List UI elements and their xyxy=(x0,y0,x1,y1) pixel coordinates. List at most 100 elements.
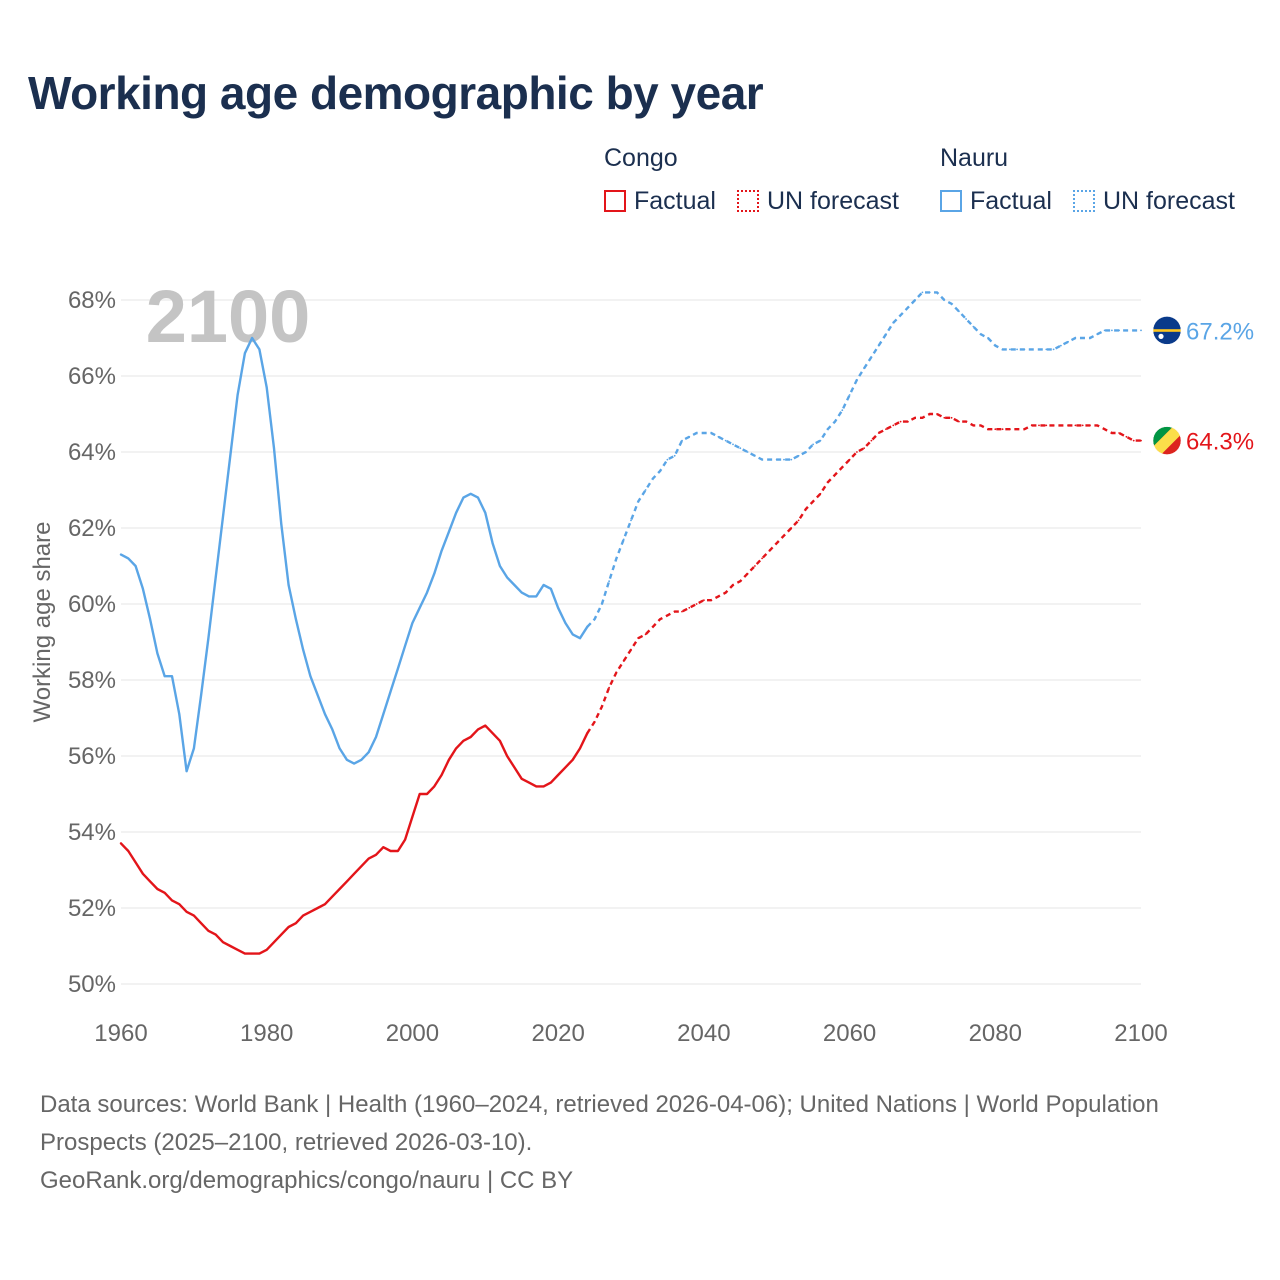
data-point-nauru xyxy=(462,496,465,499)
chart-title: Working age demographic by year xyxy=(28,67,764,119)
data-point-nauru xyxy=(979,333,982,336)
data-point-congo xyxy=(156,888,159,890)
data-point-nauru xyxy=(1089,337,1091,339)
data-point-congo xyxy=(185,910,188,913)
data-point-nauru xyxy=(528,595,530,598)
data-point-congo xyxy=(455,747,457,750)
data-point-congo xyxy=(754,565,756,567)
data-point-congo xyxy=(338,888,341,890)
legend-nauru-forecast[interactable]: UN forecast xyxy=(1073,186,1235,216)
series-line-nauru-factual xyxy=(119,336,589,773)
data-point-nauru xyxy=(397,667,399,670)
data-point-nauru xyxy=(637,500,640,503)
data-point-nauru xyxy=(550,587,552,590)
data-point-nauru xyxy=(411,622,414,624)
data-point-congo xyxy=(462,739,465,742)
data-point-nauru xyxy=(149,618,152,621)
data-point-congo xyxy=(367,857,370,860)
data-point-congo xyxy=(382,846,385,849)
data-point-nauru xyxy=(491,542,494,545)
data-point-nauru xyxy=(805,451,807,453)
data-point-nauru xyxy=(1132,329,1135,332)
flag-ring xyxy=(1152,316,1182,345)
data-point-congo xyxy=(295,922,297,925)
data-point-nauru xyxy=(178,713,181,716)
data-point-nauru xyxy=(826,428,829,431)
data-point-congo xyxy=(477,728,479,731)
data-point-nauru xyxy=(1060,344,1062,347)
data-point-congo xyxy=(1045,424,1048,427)
flag-star xyxy=(1158,333,1164,339)
data-point-congo xyxy=(469,736,472,738)
data-point-nauru xyxy=(1038,348,1040,351)
data-point-nauru xyxy=(761,458,763,461)
data-point-nauru xyxy=(520,591,523,594)
data-point-congo xyxy=(659,618,661,621)
data-point-congo xyxy=(316,907,319,909)
data-point-congo xyxy=(841,466,844,469)
data-point-nauru xyxy=(1074,337,1077,339)
data-point-nauru xyxy=(1125,329,1128,332)
data-point-congo xyxy=(856,451,858,453)
data-point-nauru xyxy=(644,489,647,491)
end-markers: 67.2% 64.3% xyxy=(1152,316,1254,456)
data-point-nauru xyxy=(273,447,275,450)
data-point-congo xyxy=(586,732,589,735)
x-tick-label: 1960 xyxy=(94,1020,147,1047)
flag-ring xyxy=(1152,426,1182,455)
year-watermark: 2100 xyxy=(146,275,311,358)
data-point-congo xyxy=(265,948,268,951)
data-point-congo xyxy=(797,519,800,522)
data-point-congo xyxy=(688,606,691,609)
data-point-congo xyxy=(1001,428,1004,431)
y-tick-label: 64% xyxy=(68,439,116,466)
x-tick-label: 2020 xyxy=(531,1020,584,1047)
data-point-nauru xyxy=(1081,337,1084,339)
credit-line[interactable]: GeoRank.org/demographics/congo/nauru | C… xyxy=(40,1167,574,1194)
data-point-nauru xyxy=(870,356,873,358)
data-point-congo xyxy=(717,595,720,598)
data-point-congo xyxy=(127,850,130,852)
data-point-nauru xyxy=(426,591,428,594)
data-point-nauru xyxy=(593,618,596,621)
data-point-congo xyxy=(812,500,814,503)
data-point-congo xyxy=(346,880,348,883)
y-tick-label: 58% xyxy=(68,667,116,694)
legend-nauru-factual[interactable]: Factual xyxy=(940,186,1052,216)
data-point-congo xyxy=(520,777,523,780)
data-point-congo xyxy=(914,416,916,419)
data-point-nauru xyxy=(236,394,239,396)
data-point-nauru xyxy=(724,439,727,442)
data-point-nauru xyxy=(936,291,938,294)
data-point-congo xyxy=(673,610,676,613)
y-tick-label: 68% xyxy=(68,287,116,314)
data-point-nauru xyxy=(557,606,559,609)
legend-label: UN forecast xyxy=(767,186,899,215)
data-point-congo xyxy=(885,428,887,431)
data-point-congo xyxy=(681,610,683,613)
legend-congo-factual[interactable]: Factual xyxy=(604,186,716,216)
series-line-congo-forecast xyxy=(586,412,1141,734)
data-point-nauru xyxy=(1067,340,1069,343)
data-point-congo xyxy=(834,473,836,476)
data-point-nauru xyxy=(163,675,166,678)
flag-yellow xyxy=(1153,426,1181,455)
data-point-congo xyxy=(1096,424,1099,427)
x-tick-label: 1980 xyxy=(240,1020,293,1047)
legend-congo-forecast[interactable]: UN forecast xyxy=(737,186,899,216)
data-point-congo xyxy=(761,557,763,560)
data-point-congo xyxy=(134,861,137,864)
data-point-congo xyxy=(353,872,355,875)
data-point-congo xyxy=(251,952,254,955)
data-point-congo xyxy=(630,648,632,651)
data-point-congo xyxy=(550,781,552,784)
data-point-nauru xyxy=(1118,329,1120,332)
data-point-nauru xyxy=(688,435,691,438)
data-point-congo xyxy=(542,785,545,788)
data-point-nauru xyxy=(316,694,319,697)
data-point-congo xyxy=(229,945,232,947)
data-point-nauru xyxy=(1030,348,1033,351)
data-point-congo xyxy=(499,739,501,742)
data-point-nauru xyxy=(338,747,341,750)
data-point-nauru xyxy=(768,458,771,461)
